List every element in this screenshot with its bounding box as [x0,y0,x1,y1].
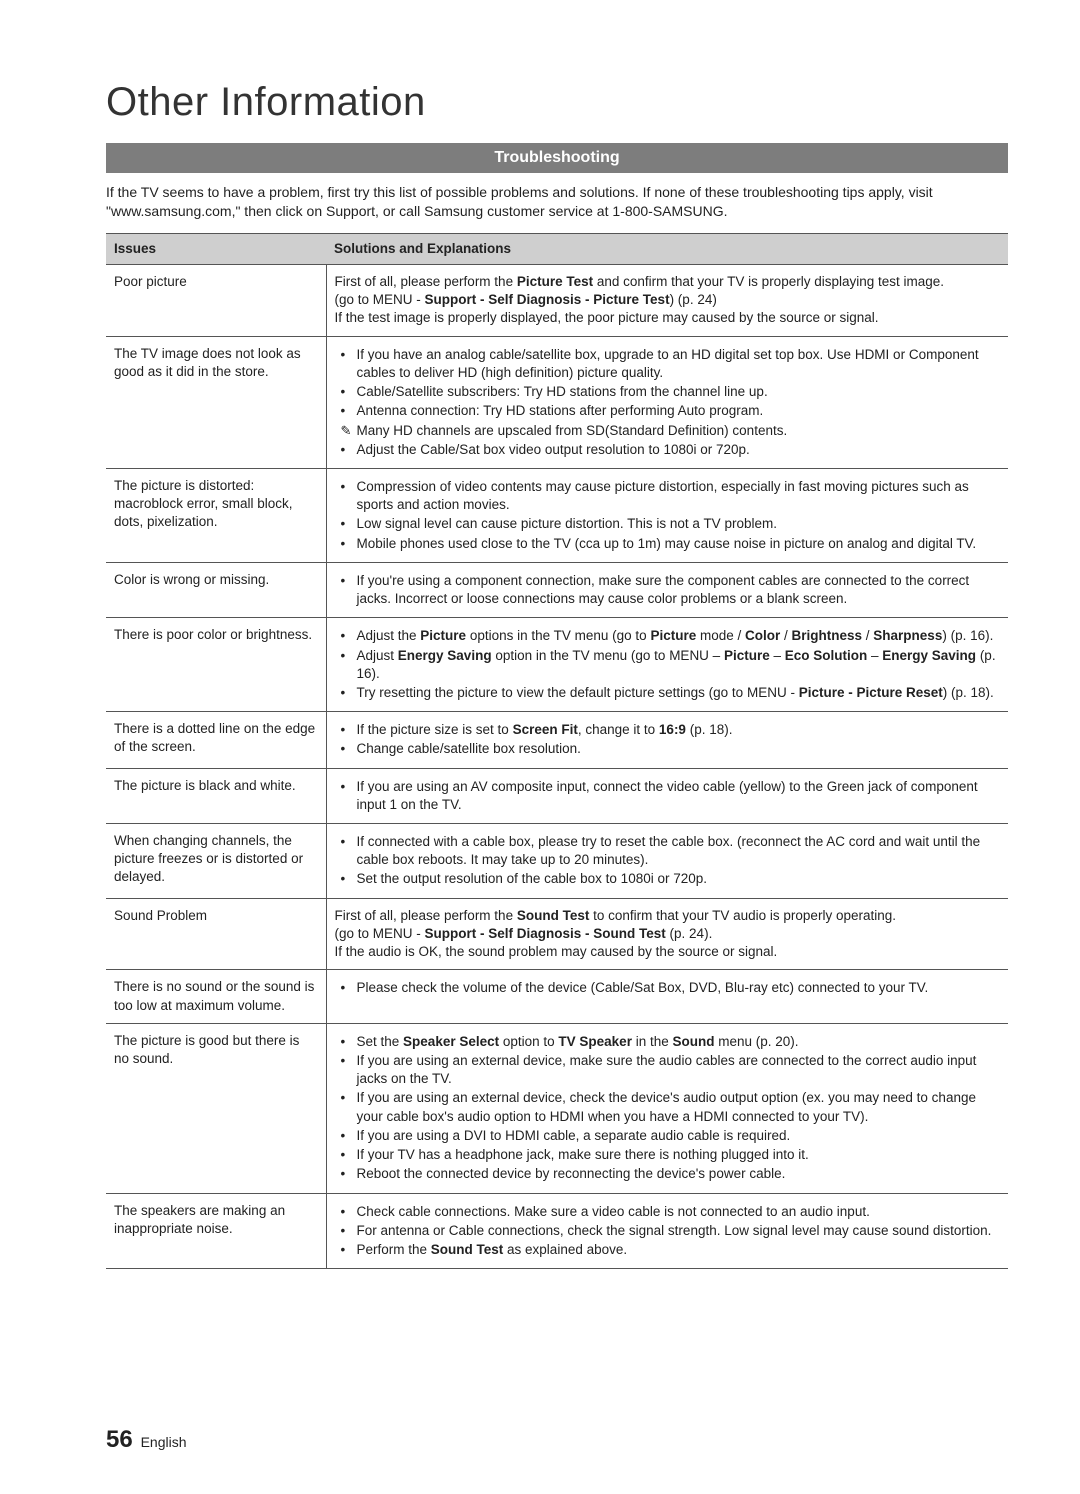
table-row: The picture is black and white.If you ar… [106,768,1008,823]
table-row: When changing channels, the picture free… [106,824,1008,899]
issue-cell: Poor picture [106,265,326,337]
table-row: The speakers are making an inappropriate… [106,1193,1008,1269]
solution-cell: If you are using an AV composite input, … [326,768,1008,823]
solution-cell: Please check the volume of the device (C… [326,970,1008,1023]
solution-cell: Compression of video contents may cause … [326,468,1008,562]
table-row: Poor pictureFirst of all, please perform… [106,265,1008,337]
table-row: Sound ProblemFirst of all, please perfor… [106,898,1008,970]
solution-cell: If the picture size is set to Screen Fit… [326,712,1008,768]
intro-text: If the TV seems to have a problem, first… [106,183,1008,221]
solution-cell: Set the Speaker Select option to TV Spea… [326,1023,1008,1193]
table-row: The picture is good but there is no soun… [106,1023,1008,1193]
section-header: Troubleshooting [106,143,1008,173]
solution-cell: If connected with a cable box, please tr… [326,824,1008,899]
solution-cell: First of all, please perform the Picture… [326,265,1008,337]
table-row: The TV image does not look as good as it… [106,336,1008,468]
issue-cell: Color is wrong or missing. [106,562,326,617]
table-row: The picture is distorted: macroblock err… [106,468,1008,562]
page-title: Other Information [106,80,1008,125]
issue-cell: The speakers are making an inappropriate… [106,1193,326,1269]
issue-cell: There is no sound or the sound is too lo… [106,970,326,1023]
solution-cell: If you're using a component connection, … [326,562,1008,617]
table-row: There is a dotted line on the edge of th… [106,712,1008,768]
page-footer: 56 English [106,1426,187,1454]
page-language: English [141,1434,187,1450]
issue-cell: When changing channels, the picture free… [106,824,326,899]
table-row: There is no sound or the sound is too lo… [106,970,1008,1023]
solution-cell: First of all, please perform the Sound T… [326,898,1008,970]
document-page: Other Information Troubleshooting If the… [0,0,1080,1494]
troubleshooting-table: Issues Solutions and Explanations Poor p… [106,233,1008,1269]
issue-cell: There is a dotted line on the edge of th… [106,712,326,768]
solution-cell: Check cable connections. Make sure a vid… [326,1193,1008,1269]
col-header-issues: Issues [106,233,326,264]
issue-cell: There is poor color or brightness. [106,618,326,712]
col-header-solutions: Solutions and Explanations [326,233,1008,264]
page-number: 56 [106,1426,133,1453]
solution-cell: If you have an analog cable/satellite bo… [326,336,1008,468]
issue-cell: The TV image does not look as good as it… [106,336,326,468]
issue-cell: Sound Problem [106,898,326,970]
table-row: There is poor color or brightness.Adjust… [106,618,1008,712]
issue-cell: The picture is black and white. [106,768,326,823]
issue-cell: The picture is distorted: macroblock err… [106,468,326,562]
issue-cell: The picture is good but there is no soun… [106,1023,326,1193]
table-row: Color is wrong or missing.If you're usin… [106,562,1008,617]
solution-cell: Adjust the Picture options in the TV men… [326,618,1008,712]
